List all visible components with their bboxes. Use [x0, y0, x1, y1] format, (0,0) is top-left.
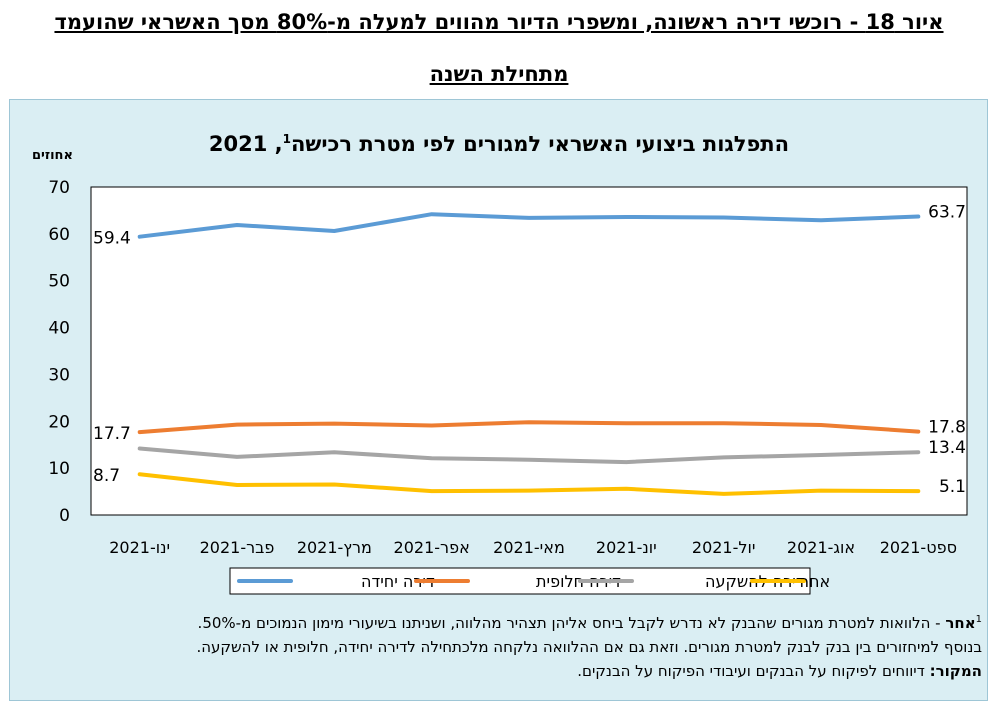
note-source: המקור: דיווחים לפיקוח על הבנקים ועיבודי …: [20, 659, 982, 683]
figure-title: איור 18 - רוכשי דירה ראשונה, ומשפרי הדיו…: [54, 10, 944, 34]
chart-title-year: , 2021: [208, 132, 283, 156]
chart-title: התפלגות ביצועי האשראי למגורים לפי מטרת ר…: [0, 132, 998, 156]
chart-notes: 1אחר - הלוואות למטרת מגורים שהבנק לא נדר…: [20, 608, 982, 683]
chart-title-footnote-mark: 1: [282, 132, 291, 146]
note-other-text: - הלוואות למטרת מגורים שהבנק לא נדרש לקב…: [197, 614, 946, 632]
source-label: המקור:: [929, 662, 982, 680]
y-axis-unit-label: אחוזים: [32, 148, 73, 163]
note-other: 1אחר - הלוואות למטרת מגורים שהבנק לא נדר…: [20, 608, 982, 635]
source-text: דיווחים לפיקוח על הבנקים ועיבודי הפיקוח …: [577, 662, 930, 680]
footnote-number: 1: [975, 614, 982, 625]
note-other-continued: בנוסף למיחזורים בין בנק לבנק למטרת מגורי…: [196, 638, 982, 656]
figure-title-line2: מתחילת השנה: [429, 62, 569, 86]
note-other-term: אחר: [945, 614, 976, 632]
chart-title-main: התפלגות ביצועי האשראי למגורים לפי מטרת ר…: [291, 132, 790, 156]
